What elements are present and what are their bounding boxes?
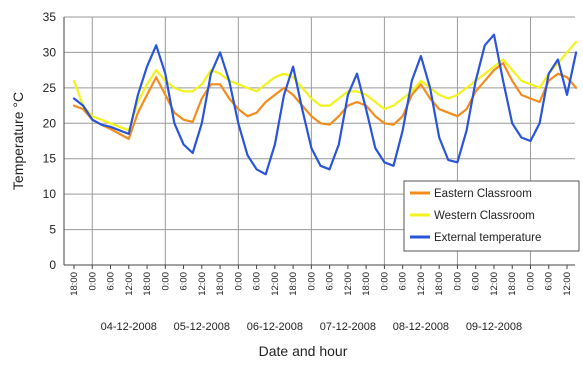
x-tick-label-5: 0:00 — [160, 272, 171, 291]
x-tick-label-27: 12:00 — [562, 272, 573, 296]
y-tick-label-2: 10 — [43, 187, 57, 201]
legend-label-1: Western Classroom — [434, 210, 535, 222]
x-tick-label-3: 12:00 — [124, 272, 135, 296]
series-line-1 — [72, 40, 578, 132]
x-tick-label-25: 0:00 — [525, 272, 536, 291]
x-tick-label-15: 12:00 — [343, 272, 354, 296]
x-tick-label-20: 18:00 — [434, 272, 445, 296]
x-tick-label-8: 18:00 — [215, 272, 226, 296]
x-tick-label-16: 18:00 — [361, 272, 372, 296]
series-layer — [72, 33, 578, 176]
x-tick-label-17: 0:00 — [379, 272, 390, 291]
date-label-0: 04-12-2008 — [101, 321, 157, 333]
x-tick-label-14: 6:00 — [325, 272, 336, 291]
y-tick-labels: 0 5 10 15 20 25 30 35 — [43, 10, 57, 272]
legend: Eastern Classroom Western Classroom Extern… — [403, 180, 580, 252]
legend-label-0: Eastern Classroom — [434, 188, 532, 200]
x-tick-label-21: 0:00 — [452, 272, 463, 291]
x-tick-label-7: 12:00 — [197, 272, 208, 296]
date-label-4: 08-12-2008 — [393, 321, 449, 333]
y-tick-label-5: 25 — [43, 81, 57, 95]
x-tick-label-26: 6:00 — [544, 272, 555, 291]
x-tick-label-10: 6:00 — [252, 272, 263, 291]
legend-label-2: External temperature — [434, 232, 541, 244]
y-tick-label-0: 0 — [49, 258, 56, 272]
y-tick-label-4: 20 — [43, 116, 57, 130]
series-line-2 — [72, 33, 578, 176]
date-label-1: 05-12-2008 — [174, 321, 230, 333]
x-axis-title: Date and hour — [259, 343, 348, 359]
x-tick-label-23: 12:00 — [489, 272, 500, 296]
x-tick-labels: 18:00 0:00 6:00 12:00 18:00 0:00 6:00 12:00 18:0… — [69, 265, 573, 296]
x-tick-label-13: 0:00 — [306, 272, 317, 291]
date-labels: 04-12-2008 05-12-2008 06-12-2008 07-12-2008… — [101, 321, 522, 333]
date-label-5: 09-12-2008 — [466, 321, 522, 333]
date-label-3: 07-12-2008 — [320, 321, 376, 333]
x-tick-label-18: 6:00 — [398, 272, 409, 291]
x-tick-label-22: 6:00 — [471, 272, 482, 291]
x-tick-label-11: 12:00 — [270, 272, 281, 296]
x-tick-label-24: 18:00 — [507, 272, 518, 296]
legend-items: Eastern Classroom Western Classroom Extern… — [410, 188, 541, 244]
y-tick-label-3: 15 — [43, 152, 57, 166]
x-tick-label-2: 6:00 — [106, 272, 117, 291]
x-tick-label-9: 0:00 — [233, 272, 244, 291]
y-tick-label-6: 30 — [43, 45, 57, 59]
y-tick-label-1: 5 — [49, 223, 56, 237]
y-tick-label-7: 35 — [43, 10, 57, 24]
legend-box — [403, 180, 580, 252]
x-tick-label-0: 18:00 — [69, 272, 80, 296]
series-line-0 — [72, 61, 578, 140]
x-tick-label-12: 18:00 — [288, 272, 299, 296]
x-tick-label-1: 0:00 — [87, 272, 98, 291]
y-axis-title: Temperature °C — [10, 92, 26, 190]
axes — [63, 17, 575, 266]
date-label-2: 06-12-2008 — [247, 321, 303, 333]
x-tick-label-4: 18:00 — [142, 272, 153, 296]
x-tick-label-19: 12:00 — [416, 272, 427, 296]
x-tick-label-6: 6:00 — [179, 272, 190, 291]
